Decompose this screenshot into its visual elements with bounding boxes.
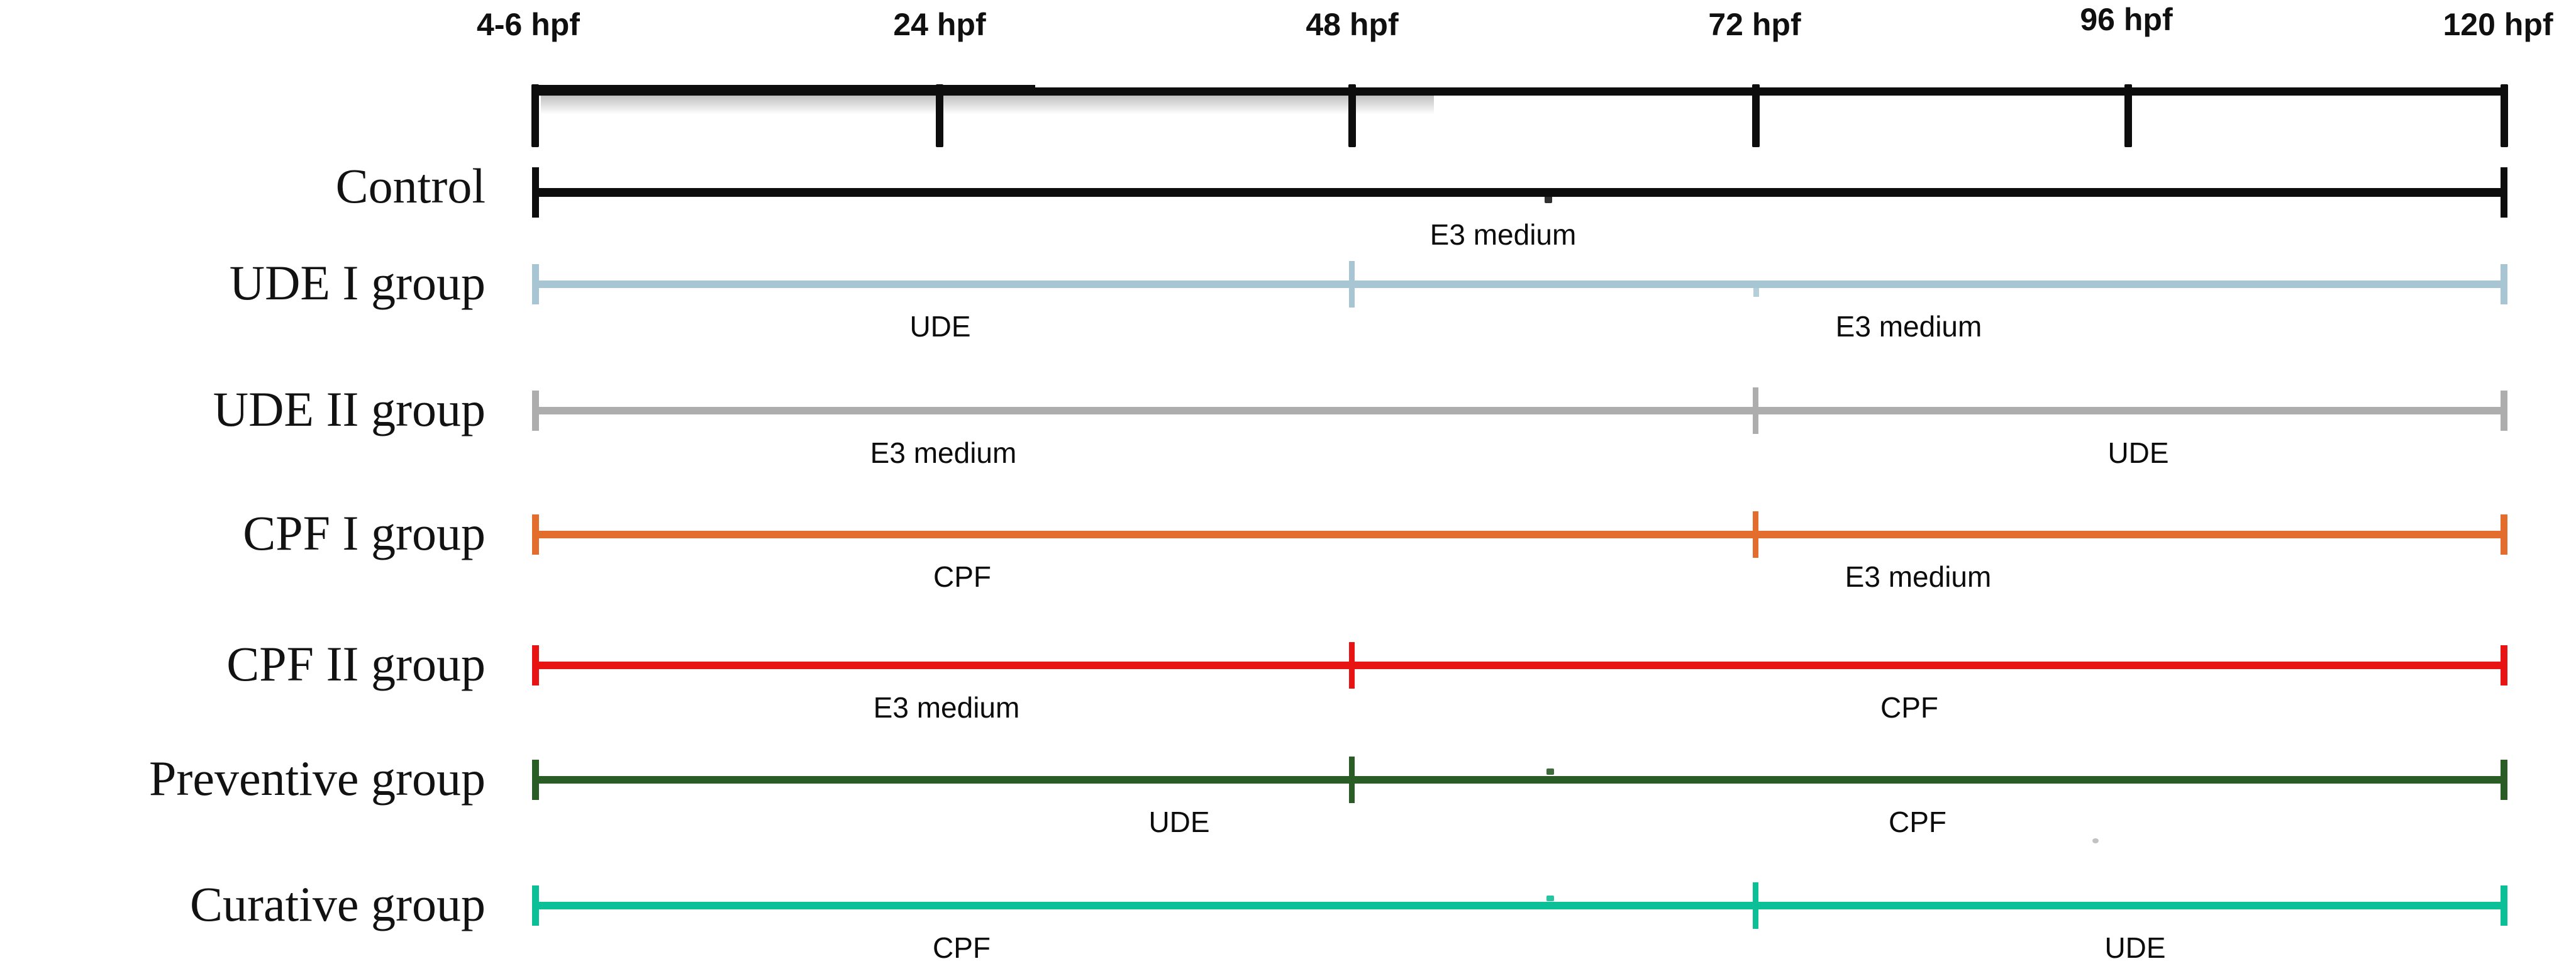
curative-line — [535, 902, 2504, 909]
cpf-1-start-cap — [532, 514, 539, 555]
curative-end-cap — [2501, 885, 2507, 926]
axis-line-seam-segment — [535, 85, 1035, 93]
row-label-ude-2: UDE II group — [213, 382, 486, 436]
row-label-control: Control — [335, 158, 486, 213]
segment-label: CPF — [933, 560, 991, 593]
axis-label-24hpf: 24 hpf — [893, 7, 986, 42]
control-end-cap — [2501, 167, 2507, 218]
preventive-end-cap — [2501, 760, 2507, 800]
ude-1-line — [535, 280, 2504, 288]
axis-tick-72hpf — [1752, 84, 1760, 147]
segment-label: UDE — [2107, 436, 2169, 469]
row-label-cpf-2: CPF II group — [226, 636, 486, 691]
control-line — [535, 188, 2504, 197]
curative-switch-tick-72hpf — [1753, 882, 1758, 929]
cpf-1-line — [535, 531, 2504, 538]
segment-label: UDE — [909, 310, 971, 343]
cpf-2-start-cap — [532, 645, 539, 685]
axis-tick-48hpf — [1348, 84, 1356, 147]
ude-2-line — [535, 407, 2504, 414]
seam-artifact — [1545, 196, 1552, 203]
segment-label: E3 medium — [1845, 560, 1992, 593]
cpf-2-end-cap — [2501, 645, 2507, 685]
axis-label-4-6hpf: 4-6 hpf — [477, 7, 580, 42]
seam-artifact — [1546, 896, 1554, 901]
axis-shadow — [541, 96, 1434, 114]
row-label-preventive: Preventive group — [148, 751, 486, 806]
axis-label-72hpf: 72 hpf — [1708, 7, 1801, 42]
ude-2-switch-tick-72hpf — [1753, 387, 1758, 434]
preventive-line — [535, 776, 2504, 784]
segment-label: CPF — [933, 931, 991, 964]
ude-1-faint-tick-72hpf — [1753, 283, 1759, 297]
ude-2-end-cap — [2501, 391, 2507, 431]
row-label-ude-1: UDE I group — [229, 255, 486, 310]
control-start-cap — [532, 167, 539, 218]
speck-artifact — [2092, 838, 2099, 843]
axis-tick-96hpf — [2124, 84, 2132, 147]
segment-label: CPF — [1880, 691, 1938, 724]
segment-label: UDE — [2104, 931, 2166, 964]
axis-tick-4-6hpf — [531, 84, 539, 147]
row-label-curative: Curative group — [189, 877, 486, 931]
ude-1-start-cap — [532, 264, 539, 304]
axis-tick-120hpf — [2501, 84, 2508, 147]
preventive-start-cap — [532, 760, 539, 800]
segment-label: E3 medium — [1835, 310, 1982, 343]
curative-start-cap — [532, 885, 539, 926]
axis-label-48hpf: 48 hpf — [1306, 7, 1399, 42]
cpf-2-line — [535, 662, 2504, 669]
cpf-1-switch-tick-72hpf — [1753, 511, 1758, 558]
ude-2-start-cap — [532, 391, 539, 431]
segment-label: CPF — [1889, 806, 1946, 838]
preventive-switch-tick-48hpf — [1349, 757, 1355, 803]
segment-label: E3 medium — [873, 691, 1020, 724]
ude-1-switch-tick-48hpf — [1349, 261, 1355, 308]
segment-label: UDE — [1148, 806, 1210, 838]
segment-label: E3 medium — [1430, 218, 1577, 251]
cpf-2-switch-tick-48hpf — [1349, 642, 1355, 689]
axis-tick-24hpf — [936, 84, 943, 147]
cpf-1-end-cap — [2501, 514, 2507, 555]
row-label-cpf-1: CPF I group — [243, 506, 486, 560]
axis-label-120hpf: 120 hpf — [2443, 7, 2553, 42]
segment-label: E3 medium — [870, 436, 1017, 469]
axis-label-96hpf: 96 hpf — [2080, 2, 2173, 37]
seam-artifact — [1546, 768, 1554, 775]
ude-1-end-cap — [2501, 264, 2507, 304]
